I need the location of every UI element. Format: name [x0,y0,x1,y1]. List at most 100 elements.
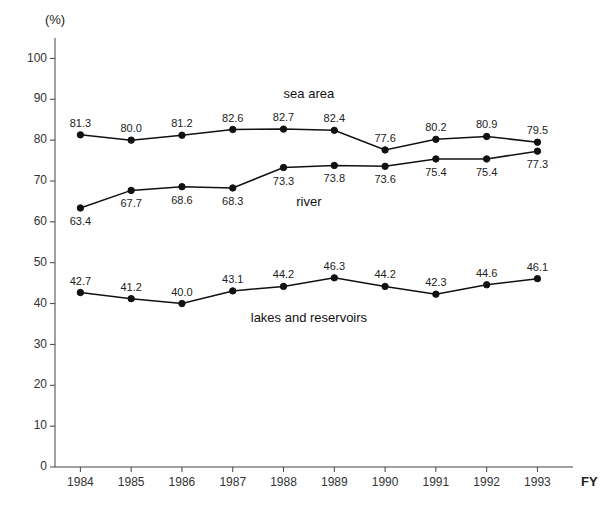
data-label: 43.1 [222,273,243,285]
data-label: 80.0 [120,122,141,134]
data-label: 80.9 [476,118,497,130]
series-marker [433,136,439,142]
x-tick-label: 1991 [423,475,450,489]
series-marker [179,184,185,190]
series-marker [230,126,236,132]
y-tick [50,140,55,141]
data-label: 46.3 [324,260,345,272]
y-axis-line [55,38,56,467]
data-label: 82.6 [222,112,243,124]
series-marker [382,147,388,153]
data-label: 75.4 [425,166,446,178]
data-label: 63.4 [70,215,91,227]
data-label: 73.3 [273,175,294,187]
series-marker [534,275,540,281]
x-tick-label: 1987 [219,475,246,489]
y-tick [50,467,55,468]
y-tick-label: 70 [34,173,48,187]
x-tick [486,467,487,472]
data-label: 44.6 [476,267,497,279]
x-tick [131,467,132,472]
x-tick-label: 1990 [372,475,399,489]
series-name: sea area [284,86,335,101]
x-tick-label: 1993 [524,475,551,489]
data-label: 67.7 [120,197,141,209]
y-tick-label: 40 [34,296,48,310]
series-marker [382,163,388,169]
x-axis-line [55,467,573,468]
y-tick [50,58,55,59]
series-marker [331,127,337,133]
x-tick-label: 1988 [270,475,297,489]
series-marker [179,300,185,306]
y-tick-label: 50 [34,255,48,269]
y-tick [50,181,55,182]
series-line [80,278,537,304]
y-tick-label: 20 [34,377,48,391]
series-marker [280,164,286,170]
series-marker [77,289,83,295]
chart: 0 10 20 30 40 50 60 70 80 90 100 1984 1985 1986 1987 19… [0,0,615,507]
data-label: 68.3 [222,195,243,207]
data-label: 42.7 [70,275,91,287]
series-name: river [296,194,322,209]
series-marker [483,133,489,139]
x-tick [537,467,538,472]
y-tick [50,385,55,386]
data-label: 73.6 [374,173,395,185]
y-tick-label: 60 [34,214,48,228]
y-tick [50,99,55,100]
series-marker [331,275,337,281]
y-tick-label: 10 [34,418,48,432]
labels: 81.380.081.282.682.782.477.680.280.979.5… [70,86,548,325]
series-marker [77,205,83,211]
series-marker [128,187,134,193]
series-marker [534,148,540,154]
data-label: 77.3 [527,158,548,170]
series-marker [128,137,134,143]
y-tick [50,262,55,263]
x-axis-label: FY [581,474,598,489]
series-marker [382,283,388,289]
data-label: 80.2 [425,121,446,133]
y-tick-label: 0 [40,459,47,473]
series-marker [483,282,489,288]
x-tick-label: 1985 [118,475,145,489]
y-tick [50,426,55,427]
series-marker [433,291,439,297]
y-tick-label: 30 [34,337,48,351]
data-label: 73.8 [324,172,345,184]
data-label: 40.0 [171,286,192,298]
series-marker [128,295,134,301]
data-label: 68.6 [171,194,192,206]
x-tick-label: 1986 [169,475,196,489]
series-name: lakes and reservoirs [251,310,368,325]
series-line [80,129,537,150]
series-marker [483,156,489,162]
data-label: 81.2 [171,117,192,129]
x-tick-label: 1989 [321,475,348,489]
y-tick-label: 100 [27,51,47,65]
y-tick [50,344,55,345]
x-tick [80,467,81,472]
series-marker [331,162,337,168]
series-marker [280,283,286,289]
data-label: 75.4 [476,166,497,178]
series-marker [534,139,540,145]
data-label: 82.4 [324,112,345,124]
data-label: 42.3 [425,276,446,288]
y-tick-label: 90 [34,91,48,105]
data-label: 44.2 [374,268,395,280]
x-tick [181,467,182,472]
series-marker [280,126,286,132]
y-axis-label: (%) [45,12,65,27]
series-marker [433,156,439,162]
x-tick [385,467,386,472]
x-tick [283,467,284,472]
x-tick [435,467,436,472]
data-label: 79.5 [527,124,548,136]
y-tick-label: 80 [34,132,48,146]
series-marker [179,132,185,138]
x-tick-label: 1984 [67,475,94,489]
y-tick [50,303,55,304]
